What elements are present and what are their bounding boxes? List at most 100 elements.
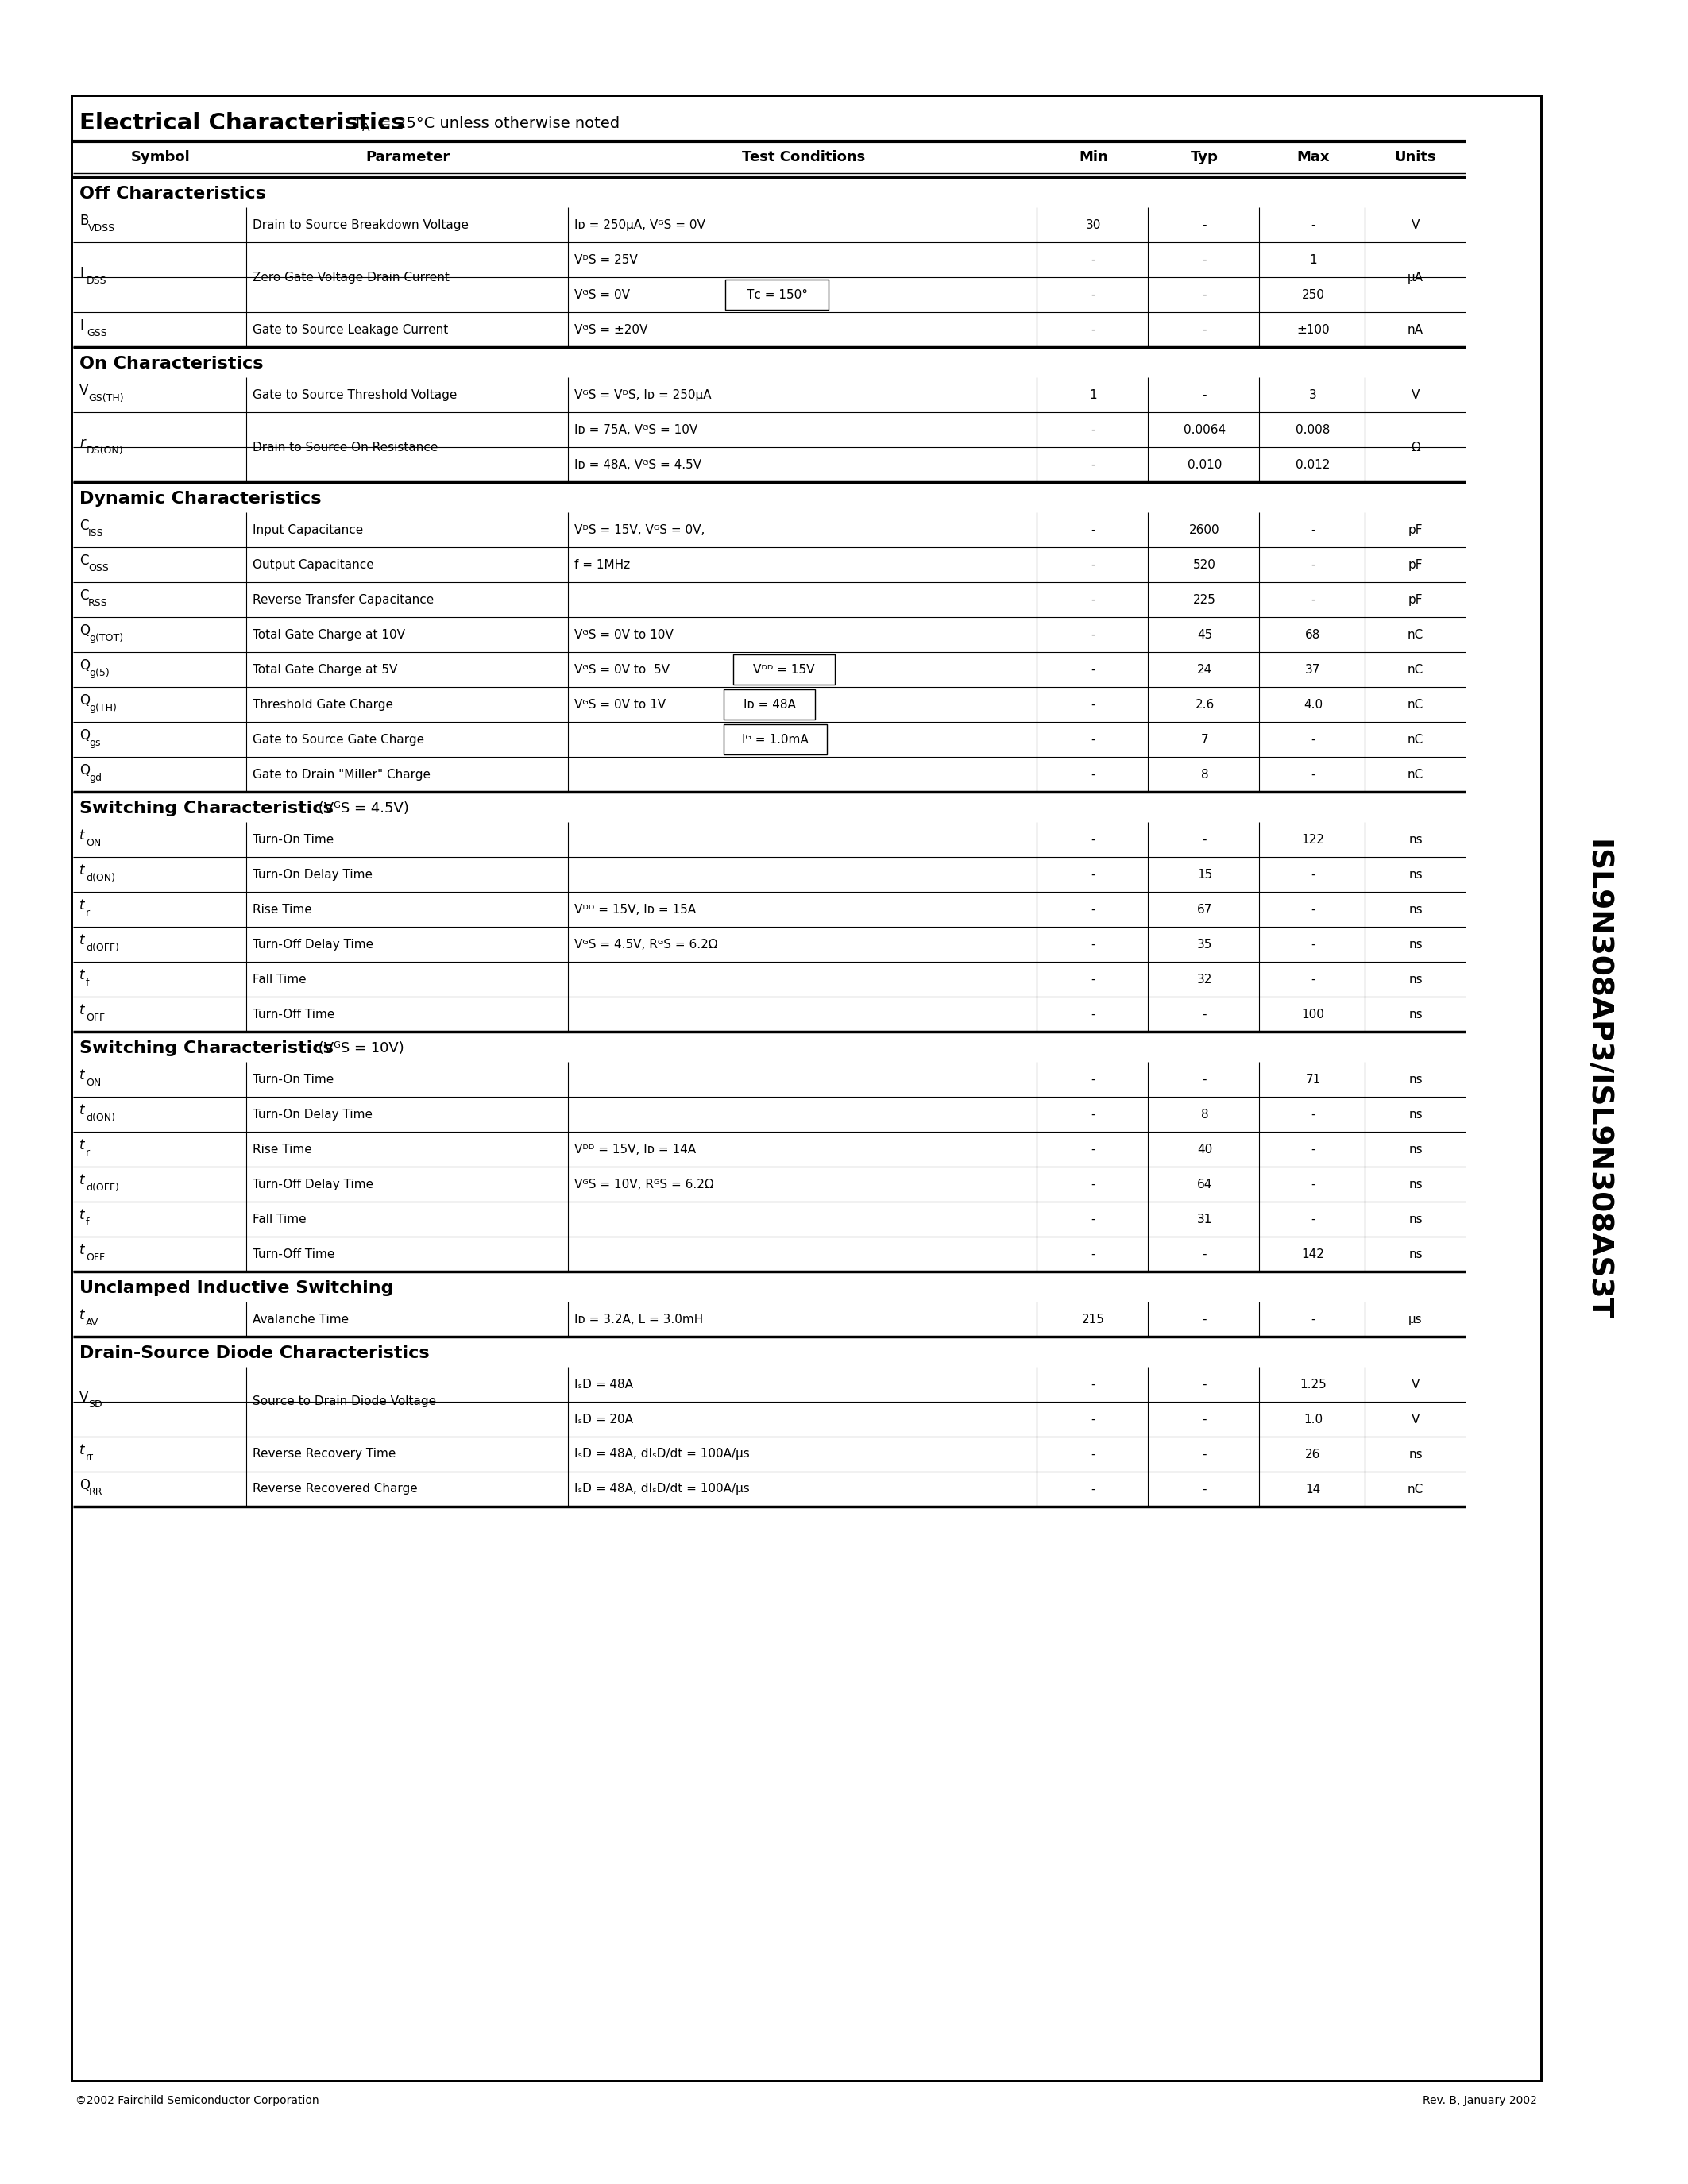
Text: Vᴰᴰ = 15V: Vᴰᴰ = 15V	[753, 664, 815, 675]
Text: 45: 45	[1197, 629, 1212, 640]
Text: Tᴄ = 150°: Tᴄ = 150°	[746, 288, 807, 301]
Text: Fall Time: Fall Time	[253, 974, 306, 985]
Text: -: -	[1312, 734, 1315, 745]
Text: -: -	[1202, 1072, 1207, 1085]
Text: Q: Q	[79, 692, 89, 708]
Text: Turn-Off Time: Turn-Off Time	[253, 1247, 334, 1260]
Text: Iᴅ = 75A, VᴳS = 10V: Iᴅ = 75A, VᴳS = 10V	[574, 424, 697, 435]
Text: GSS: GSS	[86, 328, 106, 339]
Text: Turn-On Time: Turn-On Time	[253, 1072, 334, 1085]
Text: -: -	[1090, 1378, 1096, 1391]
Text: -: -	[1202, 323, 1207, 336]
Text: Units: Units	[1394, 151, 1436, 164]
Text: Gate to Source Gate Charge: Gate to Source Gate Charge	[253, 734, 424, 745]
Text: d(ON): d(ON)	[86, 871, 115, 882]
Text: 35: 35	[1197, 939, 1212, 950]
Text: Test Conditions: Test Conditions	[741, 151, 866, 164]
Text: -: -	[1312, 869, 1315, 880]
Text: DSS: DSS	[86, 275, 106, 286]
Text: t: t	[79, 933, 84, 948]
Text: Output Capacitance: Output Capacitance	[253, 559, 375, 570]
Text: t: t	[79, 1103, 84, 1118]
Text: 8: 8	[1200, 1107, 1209, 1120]
Text: -: -	[1090, 1212, 1096, 1225]
Text: 40: 40	[1197, 1142, 1212, 1155]
Text: Off Characteristics: Off Characteristics	[79, 186, 267, 201]
Text: C: C	[79, 553, 88, 568]
Text: OFF: OFF	[86, 1251, 105, 1262]
Text: IₛD = 20A: IₛD = 20A	[574, 1413, 633, 1426]
Text: -: -	[1312, 594, 1315, 605]
Text: -: -	[1090, 524, 1096, 535]
Text: 30: 30	[1085, 218, 1101, 232]
Text: V: V	[79, 1391, 88, 1404]
Text: -: -	[1090, 323, 1096, 336]
Text: VᴰS = 15V, VᴳS = 0V,: VᴰS = 15V, VᴳS = 0V,	[574, 524, 706, 535]
Text: r: r	[86, 1147, 89, 1158]
Text: V: V	[1411, 1378, 1420, 1391]
Text: VᴳS = 10V, RᴳS = 6.2Ω: VᴳS = 10V, RᴳS = 6.2Ω	[574, 1177, 714, 1190]
Text: ±100: ±100	[1296, 323, 1330, 336]
Text: Q: Q	[79, 762, 89, 778]
Text: 26: 26	[1305, 1448, 1320, 1461]
Text: Dynamic Characteristics: Dynamic Characteristics	[79, 491, 321, 507]
Text: ns: ns	[1408, 869, 1423, 880]
Text: 64: 64	[1197, 1177, 1212, 1190]
Text: -: -	[1312, 559, 1315, 570]
Text: nC: nC	[1408, 734, 1423, 745]
Text: Avalanche Time: Avalanche Time	[253, 1313, 349, 1326]
Text: V: V	[1411, 1413, 1420, 1426]
Text: Vᴰᴰ = 15V, Iᴅ = 14A: Vᴰᴰ = 15V, Iᴅ = 14A	[574, 1142, 695, 1155]
Text: VᴰS = 25V: VᴰS = 25V	[574, 253, 638, 266]
Text: Threshold Gate Charge: Threshold Gate Charge	[253, 699, 393, 710]
Text: = 25°C unless otherwise noted: = 25°C unless otherwise noted	[373, 116, 619, 131]
Text: Fall Time: Fall Time	[253, 1212, 306, 1225]
Text: Typ: Typ	[1190, 151, 1219, 164]
Text: C: C	[79, 587, 88, 603]
Text: Q: Q	[79, 657, 89, 673]
Text: t: t	[79, 1138, 84, 1153]
Text: RR: RR	[89, 1487, 103, 1498]
Text: ON: ON	[86, 836, 101, 847]
Text: 225: 225	[1193, 594, 1215, 605]
Text: Gate to Drain "Miller" Charge: Gate to Drain "Miller" Charge	[253, 769, 430, 780]
Text: Electrical Characteristics: Electrical Characteristics	[79, 111, 405, 133]
Text: t: t	[79, 863, 84, 878]
Text: g(5): g(5)	[89, 668, 110, 677]
Text: -: -	[1312, 1313, 1315, 1326]
Text: t: t	[79, 968, 84, 983]
Bar	[71, 96, 1541, 2081]
Text: 32: 32	[1197, 974, 1212, 985]
Text: ns: ns	[1408, 1177, 1423, 1190]
Text: f = 1MHz: f = 1MHz	[574, 559, 630, 570]
Text: 1: 1	[1090, 389, 1097, 400]
Text: -: -	[1202, 1413, 1207, 1426]
Text: -: -	[1090, 769, 1096, 780]
Text: -: -	[1090, 424, 1096, 435]
Text: Turn-Off Delay Time: Turn-Off Delay Time	[253, 939, 373, 950]
Text: -: -	[1202, 1009, 1207, 1020]
Text: 1.0: 1.0	[1303, 1413, 1323, 1426]
Text: DS(ON): DS(ON)	[86, 446, 123, 456]
Text: 37: 37	[1305, 664, 1320, 675]
Text: -: -	[1312, 1177, 1315, 1190]
Text: 142: 142	[1301, 1247, 1325, 1260]
Text: VᴳS = 0V: VᴳS = 0V	[574, 288, 630, 301]
Text: ISL9N308AP3/ISL9N308AS3T: ISL9N308AP3/ISL9N308AS3T	[1582, 839, 1610, 1321]
Text: (VᴳS = 4.5V): (VᴳS = 4.5V)	[314, 802, 408, 815]
Text: IₛD = 48A, dIₛD/dt = 100A/μs: IₛD = 48A, dIₛD/dt = 100A/μs	[574, 1483, 749, 1496]
Text: ns: ns	[1408, 1212, 1423, 1225]
Text: 215: 215	[1082, 1313, 1106, 1326]
Text: A: A	[363, 122, 370, 133]
Text: -: -	[1090, 594, 1096, 605]
Text: IₛD = 48A, dIₛD/dt = 100A/μs: IₛD = 48A, dIₛD/dt = 100A/μs	[574, 1448, 749, 1461]
Text: ns: ns	[1408, 974, 1423, 985]
Text: 2.6: 2.6	[1195, 699, 1214, 710]
Text: ns: ns	[1408, 904, 1423, 915]
Text: B: B	[79, 214, 88, 227]
Text: -: -	[1202, 288, 1207, 301]
Bar	[724, 690, 815, 719]
Text: RSS: RSS	[88, 598, 108, 607]
Text: Iᴅ = 250μA, VᴳS = 0V: Iᴅ = 250μA, VᴳS = 0V	[574, 218, 706, 232]
Text: f: f	[86, 1216, 89, 1227]
